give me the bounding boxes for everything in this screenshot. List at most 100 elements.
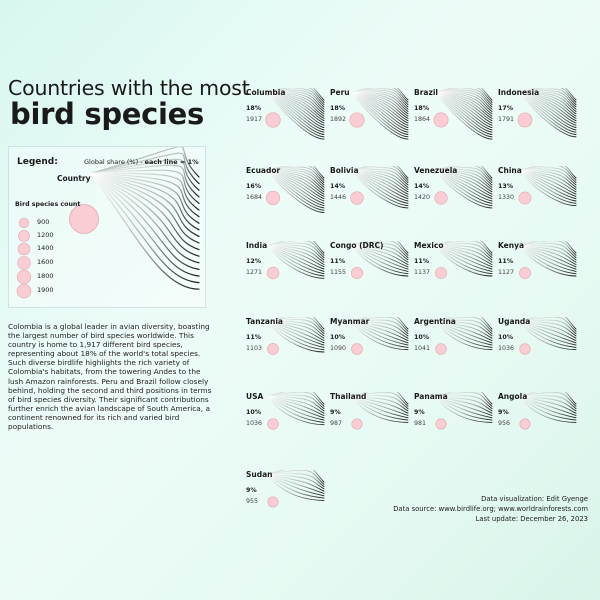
country-fan [519,392,577,430]
title-line-2: bird species [10,97,205,131]
share-line [269,396,325,412]
country-cell: China 13% 1330 [498,166,580,232]
share-line [92,173,200,231]
share-line [353,241,409,256]
share-line [269,92,325,124]
country-cell: Panama 9% 981 [414,392,496,458]
country-share: 9% [414,409,425,416]
species-count-circle [266,266,280,280]
country-fan [519,241,577,279]
share-line [521,170,577,188]
country-cell: Bolivia 14% 1446 [330,166,412,232]
share-line [437,321,493,344]
country-fan [265,88,325,140]
share-line [436,246,493,272]
share-line [269,170,325,193]
share-line [269,245,325,263]
share-line [268,246,325,277]
share-line [91,174,200,264]
country-cell: Brazil 18% 1864 [414,88,496,154]
share-line [436,171,493,204]
country-share: 10% [414,334,430,341]
country-fan [267,470,325,508]
share-line [521,317,577,332]
country-fan [351,241,409,279]
legend-size-circle [18,230,30,242]
share-line [92,169,200,204]
share-line [521,321,577,341]
country-fan [267,392,325,430]
legend-share-unit: each line = 1% [144,158,199,166]
country-species-count: 1127 [498,269,515,276]
share-line [353,321,409,337]
share-line [437,396,493,412]
share-line [437,170,493,190]
share-line [353,245,409,265]
share-line [352,171,409,209]
country-name: Angola [498,392,528,401]
share-line [353,92,409,117]
share-line [352,397,409,419]
share-line [437,88,493,103]
credit-visualization: Data visualization: Edit Gyenge [481,495,588,503]
country-cell: Ecuador 16% 1684 [246,166,328,232]
country-cell: Argentina 10% 1041 [414,317,496,383]
share-line [436,93,493,133]
country-species-count: 1271 [246,269,263,276]
country-cell: Uganda 10% 1036 [498,317,580,383]
share-line [436,93,493,140]
country-fan [435,392,493,430]
share-line [269,321,325,339]
share-line [436,93,493,135]
share-line [269,92,325,117]
species-count-circle [349,112,365,128]
share-line [269,474,325,494]
share-line [521,396,577,412]
share-line [521,319,577,335]
country-share: 14% [414,183,430,190]
country-name: Bolivia [330,166,359,175]
country-cell: Columbia 18% 1917 [246,88,328,154]
share-line [521,170,577,190]
country-name: Mexico [414,241,444,250]
country-name: Peru [330,88,350,97]
share-line [269,392,325,407]
credit-source: Data source: www.birdlife.org; www.world… [393,505,588,513]
share-line [352,246,409,277]
country-species-count: 1036 [246,420,263,427]
share-line [521,392,577,407]
legend-size-label: 1200 [37,231,54,239]
share-line [437,319,493,335]
share-line [521,241,577,254]
share-line [353,92,409,126]
share-line [91,173,200,251]
share-line [353,92,409,112]
share-line [352,245,409,270]
share-line [353,392,409,407]
share-line [521,92,577,112]
country-cell: Mexico 11% 1137 [414,241,496,307]
country-species-count: 1917 [246,116,263,123]
country-fan [517,88,577,138]
share-line [91,174,200,270]
share-line [436,93,493,129]
country-cell: USA 10% 1036 [246,392,328,458]
share-line [353,170,409,193]
share-line [353,167,409,184]
share-line [436,171,493,209]
country-share: 14% [330,183,346,190]
share-line [269,170,325,190]
country-species-count: 1041 [414,345,431,352]
share-line [269,170,325,195]
share-line [437,170,493,195]
share-line [352,397,409,421]
share-line [269,392,325,405]
share-line [269,470,325,483]
share-line [92,173,200,218]
share-line [521,170,577,195]
share-line [269,245,325,268]
share-line [521,392,577,405]
share-line [520,245,577,270]
share-line [269,396,325,414]
share-line [520,397,577,423]
